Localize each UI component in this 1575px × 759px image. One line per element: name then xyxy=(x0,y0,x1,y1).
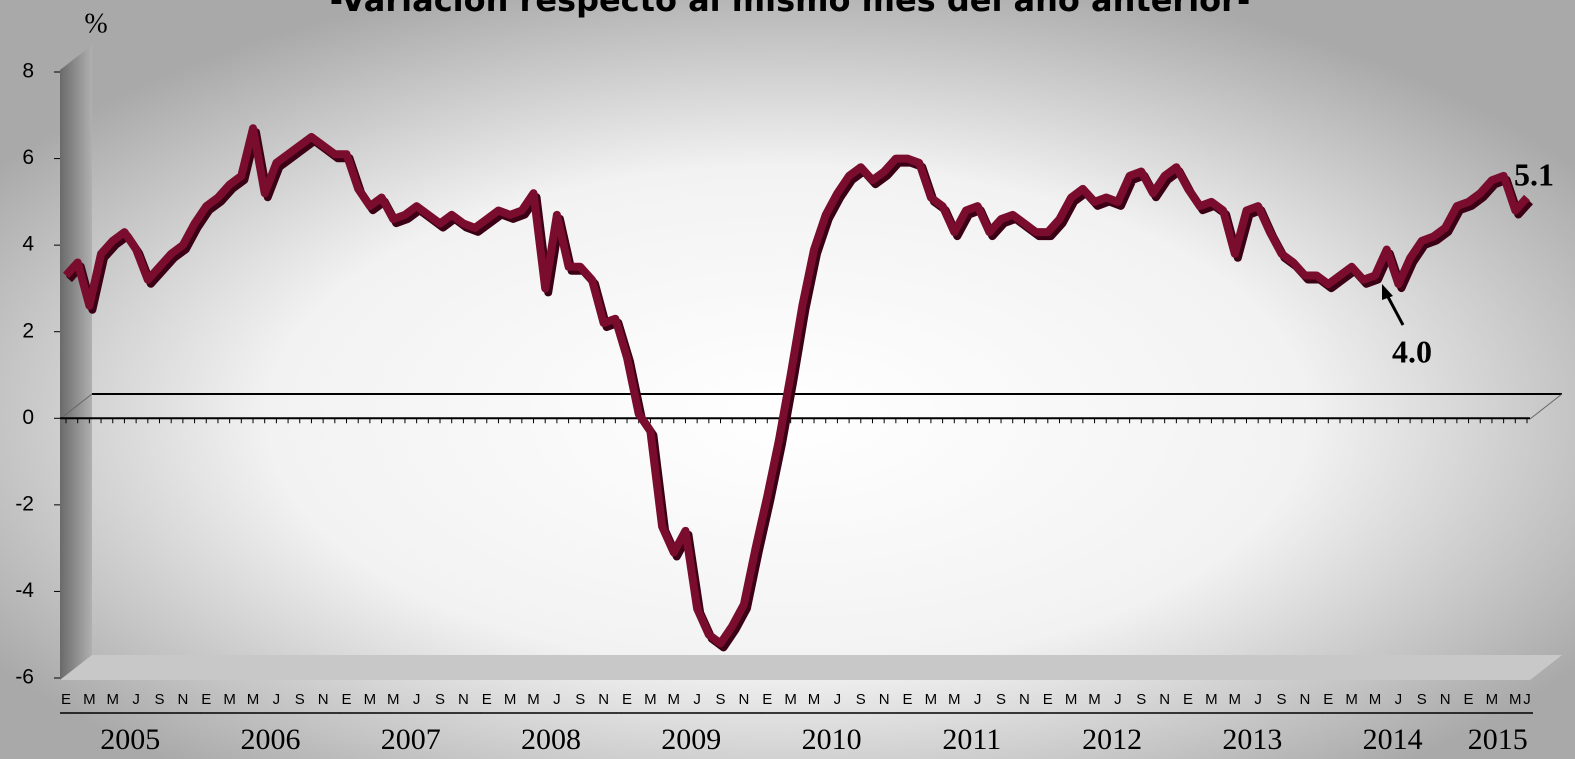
year-label: 2011 xyxy=(942,723,1001,756)
x-tick-label: M xyxy=(1088,691,1101,708)
year-label: 2007 xyxy=(381,723,441,756)
x-tick-label: M xyxy=(83,691,96,708)
x-tick-label: J xyxy=(273,691,281,708)
x-tick-label: J xyxy=(1523,691,1531,708)
x-tick-label: M xyxy=(387,691,400,708)
zero-line-ticks xyxy=(65,418,1528,424)
x-tick-label: N xyxy=(318,691,329,708)
year-label: 2012 xyxy=(1082,723,1142,756)
x-tick-label: N xyxy=(1019,691,1030,708)
x-tick-label: E xyxy=(61,691,71,708)
y-tick-label: 8 xyxy=(22,60,34,83)
x-tick-label: S xyxy=(435,691,445,708)
year-label: 2008 xyxy=(521,723,581,756)
x-tick-label: N xyxy=(738,691,749,708)
side-wall xyxy=(60,45,92,680)
x-tick-label: M xyxy=(247,691,260,708)
x-tick-label: M xyxy=(1065,691,1078,708)
x-tick-label: J xyxy=(1114,691,1122,708)
x-tick-label: M xyxy=(784,691,797,708)
x-tick-label: M xyxy=(948,691,961,708)
x-tick-label: S xyxy=(1277,691,1287,708)
x-tick-label: M xyxy=(1345,691,1358,708)
x-tick-label: N xyxy=(1300,691,1311,708)
x-tick-label: M xyxy=(1369,691,1382,708)
x-tick-label: M xyxy=(644,691,657,708)
floor xyxy=(60,655,1562,680)
x-tick-label: N xyxy=(879,691,890,708)
x-tick-label: S xyxy=(1136,691,1146,708)
x-tick-label: E xyxy=(903,691,913,708)
x-tick-label: M xyxy=(364,691,377,708)
y-tick-label: 6 xyxy=(22,146,34,169)
x-tick-label: M xyxy=(1205,691,1218,708)
y-tick-label: 4 xyxy=(22,233,34,256)
x-tick-label: J xyxy=(553,691,561,708)
x-tick-label: M xyxy=(223,691,236,708)
x-tick-label: N xyxy=(177,691,188,708)
year-label: 2009 xyxy=(661,723,721,756)
chart-title: -Variación respecto al mismo mes del año… xyxy=(330,0,1250,19)
x-tick-label: E xyxy=(1043,691,1053,708)
x-tick-label: E xyxy=(1323,691,1333,708)
x-tick-label: M xyxy=(1509,691,1522,708)
year-label: 2014 xyxy=(1363,723,1423,756)
x-tick-label: E xyxy=(622,691,632,708)
x-tick-label: S xyxy=(295,691,305,708)
x-tick-label: S xyxy=(996,691,1006,708)
y-tick-label: -2 xyxy=(15,492,34,515)
x-tick-label: M xyxy=(1486,691,1499,708)
year-label: 2010 xyxy=(802,723,862,756)
x-tick-label: J xyxy=(1254,691,1262,708)
y-tick-label: -4 xyxy=(15,579,34,602)
x-tick-label: J xyxy=(1395,691,1403,708)
y-tick-label: 2 xyxy=(22,319,34,342)
edge xyxy=(1529,393,1563,420)
x-tick-label: J xyxy=(132,691,140,708)
x-tick-label: N xyxy=(1440,691,1451,708)
x-tick-label: E xyxy=(1183,691,1193,708)
edge xyxy=(59,393,93,420)
x-tick-label: E xyxy=(201,691,211,708)
arrow-head xyxy=(1382,284,1393,300)
x-tick-label: J xyxy=(974,691,982,708)
x-tick-label: S xyxy=(154,691,164,708)
series-line xyxy=(63,124,1530,648)
x-tick-label: J xyxy=(413,691,421,708)
x-tick-label: E xyxy=(762,691,772,708)
x-tick-label: E xyxy=(342,691,352,708)
x-tick-label: S xyxy=(575,691,585,708)
x-tick-label: M xyxy=(808,691,821,708)
x-tick-label: S xyxy=(716,691,726,708)
annotation: 5.1 xyxy=(1514,156,1554,192)
x-tick-label: J xyxy=(693,691,701,708)
x-tick-label: M xyxy=(1229,691,1242,708)
x-tick-label: N xyxy=(1159,691,1170,708)
x-tick-label: S xyxy=(1417,691,1427,708)
y-tick-label: -6 xyxy=(15,666,34,689)
y-tick-label: 0 xyxy=(22,406,34,429)
year-label: 2015 xyxy=(1468,723,1528,756)
year-label: 2013 xyxy=(1222,723,1282,756)
annotation: 4.0 xyxy=(1392,333,1432,369)
x-tick-label: S xyxy=(856,691,866,708)
x-tick-label: N xyxy=(598,691,609,708)
x-tick-label: M xyxy=(925,691,938,708)
year-label: 2006 xyxy=(241,723,301,756)
arrow xyxy=(1385,294,1405,326)
y-axis-label: % xyxy=(84,8,107,39)
x-tick-label: J xyxy=(834,691,842,708)
x-tick-label: M xyxy=(527,691,540,708)
x-tick-label: M xyxy=(504,691,517,708)
x-tick-label: N xyxy=(458,691,469,708)
year-label: 2005 xyxy=(100,723,160,756)
x-tick-label: M xyxy=(107,691,120,708)
x-tick-label: E xyxy=(1464,691,1474,708)
x-tick-label: E xyxy=(482,691,492,708)
x-tick-label: M xyxy=(668,691,681,708)
